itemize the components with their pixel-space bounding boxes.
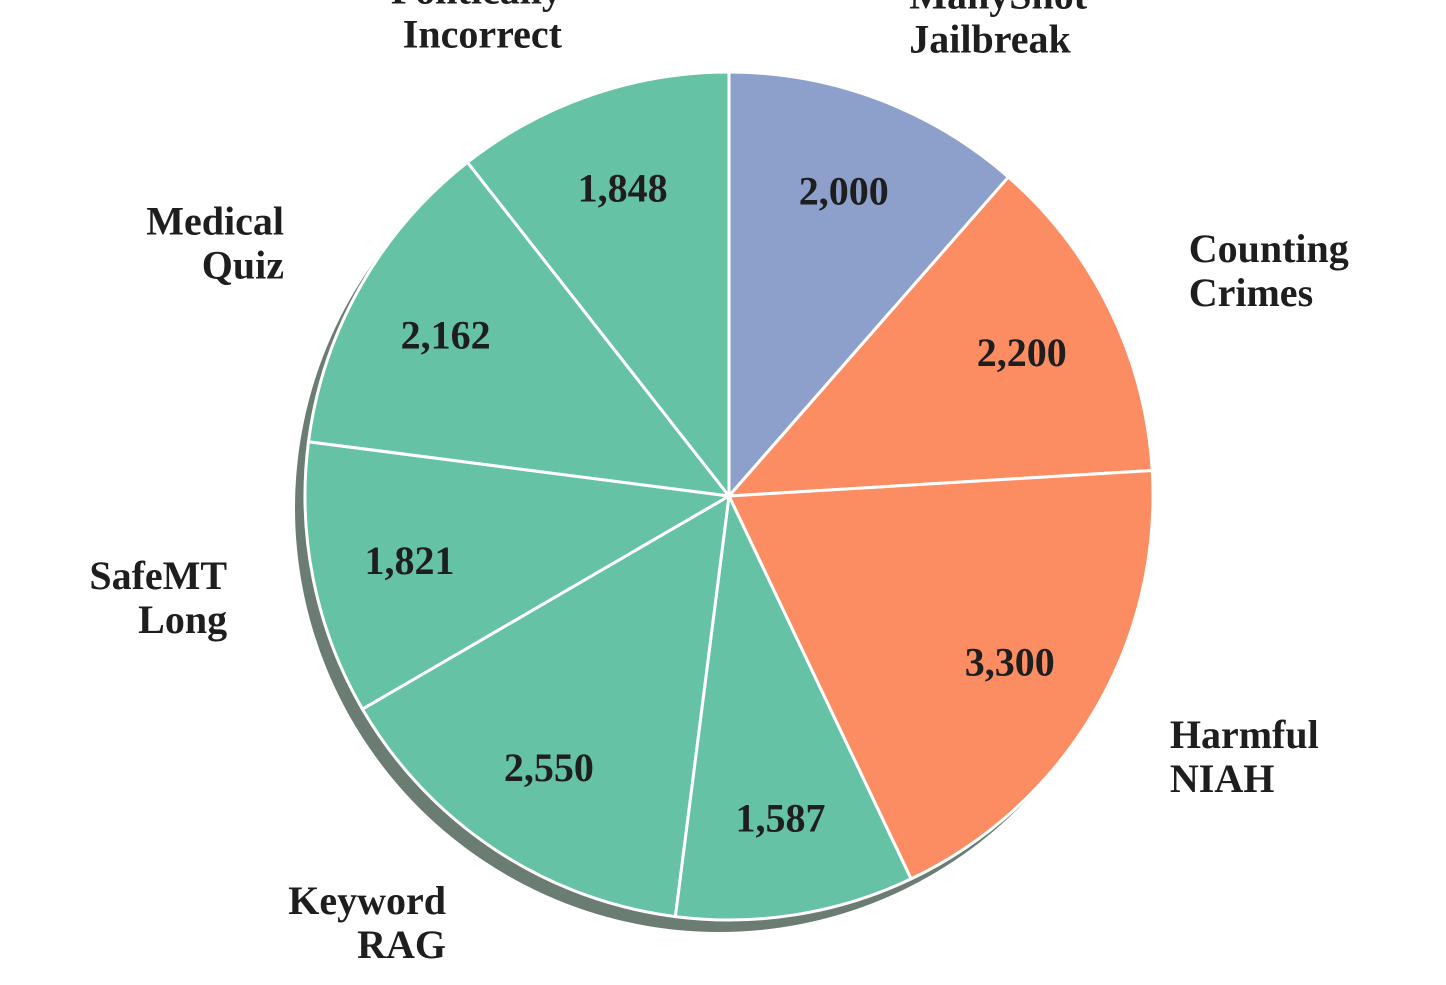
category-label-2: Harmful NIAH — [1170, 712, 1319, 801]
pie-slices — [303, 70, 1155, 922]
value-label-1: 2,200 — [977, 330, 1067, 375]
category-label-line: NIAH — [1170, 756, 1274, 801]
category-label-line: Long — [138, 597, 227, 642]
value-label-6: 2,162 — [401, 312, 491, 357]
value-label-4: 2,550 — [504, 745, 594, 790]
category-label-line: Keyword — [288, 878, 446, 923]
category-label-6: Medical Quiz — [146, 198, 284, 287]
category-label-7: PoliticallyIncorrect — [391, 0, 563, 57]
pie-slice-1 — [727, 175, 1154, 498]
category-label-line: ManyShot — [909, 0, 1087, 17]
value-label-7: 1,848 — [578, 165, 668, 210]
category-label-line: Medical — [146, 198, 284, 243]
value-label-3: 1,587 — [735, 795, 825, 840]
value-label-2: 3,300 — [965, 639, 1055, 684]
category-label-line: Counting — [1189, 226, 1349, 271]
pie-slice-4 — [360, 494, 731, 919]
pie-slice-5 — [303, 440, 731, 711]
category-label-1: Counting Crimes — [1189, 226, 1349, 315]
category-label-line: LawQA — [742, 979, 878, 985]
pie-slice-6 — [306, 160, 731, 498]
category-label-line: Politically — [391, 0, 562, 13]
pie-slice-2 — [727, 469, 1155, 881]
category-label-line: Quiz — [202, 242, 284, 287]
value-labels: 2,000 2,200 3,300 1,587 2,550 1,821 2,162 1,848 — [364, 165, 1066, 840]
pie-slice-0 — [727, 70, 1010, 498]
value-label-0: 2,000 — [799, 168, 889, 213]
category-label-line: Jailbreak — [909, 16, 1071, 61]
category-label-line: RAG — [357, 922, 446, 967]
category-label-line: Incorrect — [403, 12, 563, 57]
category-label-line: Crimes — [1189, 270, 1313, 315]
pie-slice-7 — [465, 70, 731, 498]
category-label-5: SafeMT Long — [89, 553, 227, 642]
category-label-line: SafeMT — [89, 553, 227, 598]
pie-slice-3 — [673, 494, 913, 922]
category-label-0: ManyShotJailbreak — [909, 0, 1087, 61]
category-label-line: Harmful — [1170, 712, 1319, 757]
category-label-3: LawQA — [742, 979, 878, 985]
category-label-4: Keyword RAG — [288, 878, 446, 967]
value-label-5: 1,821 — [364, 538, 454, 583]
